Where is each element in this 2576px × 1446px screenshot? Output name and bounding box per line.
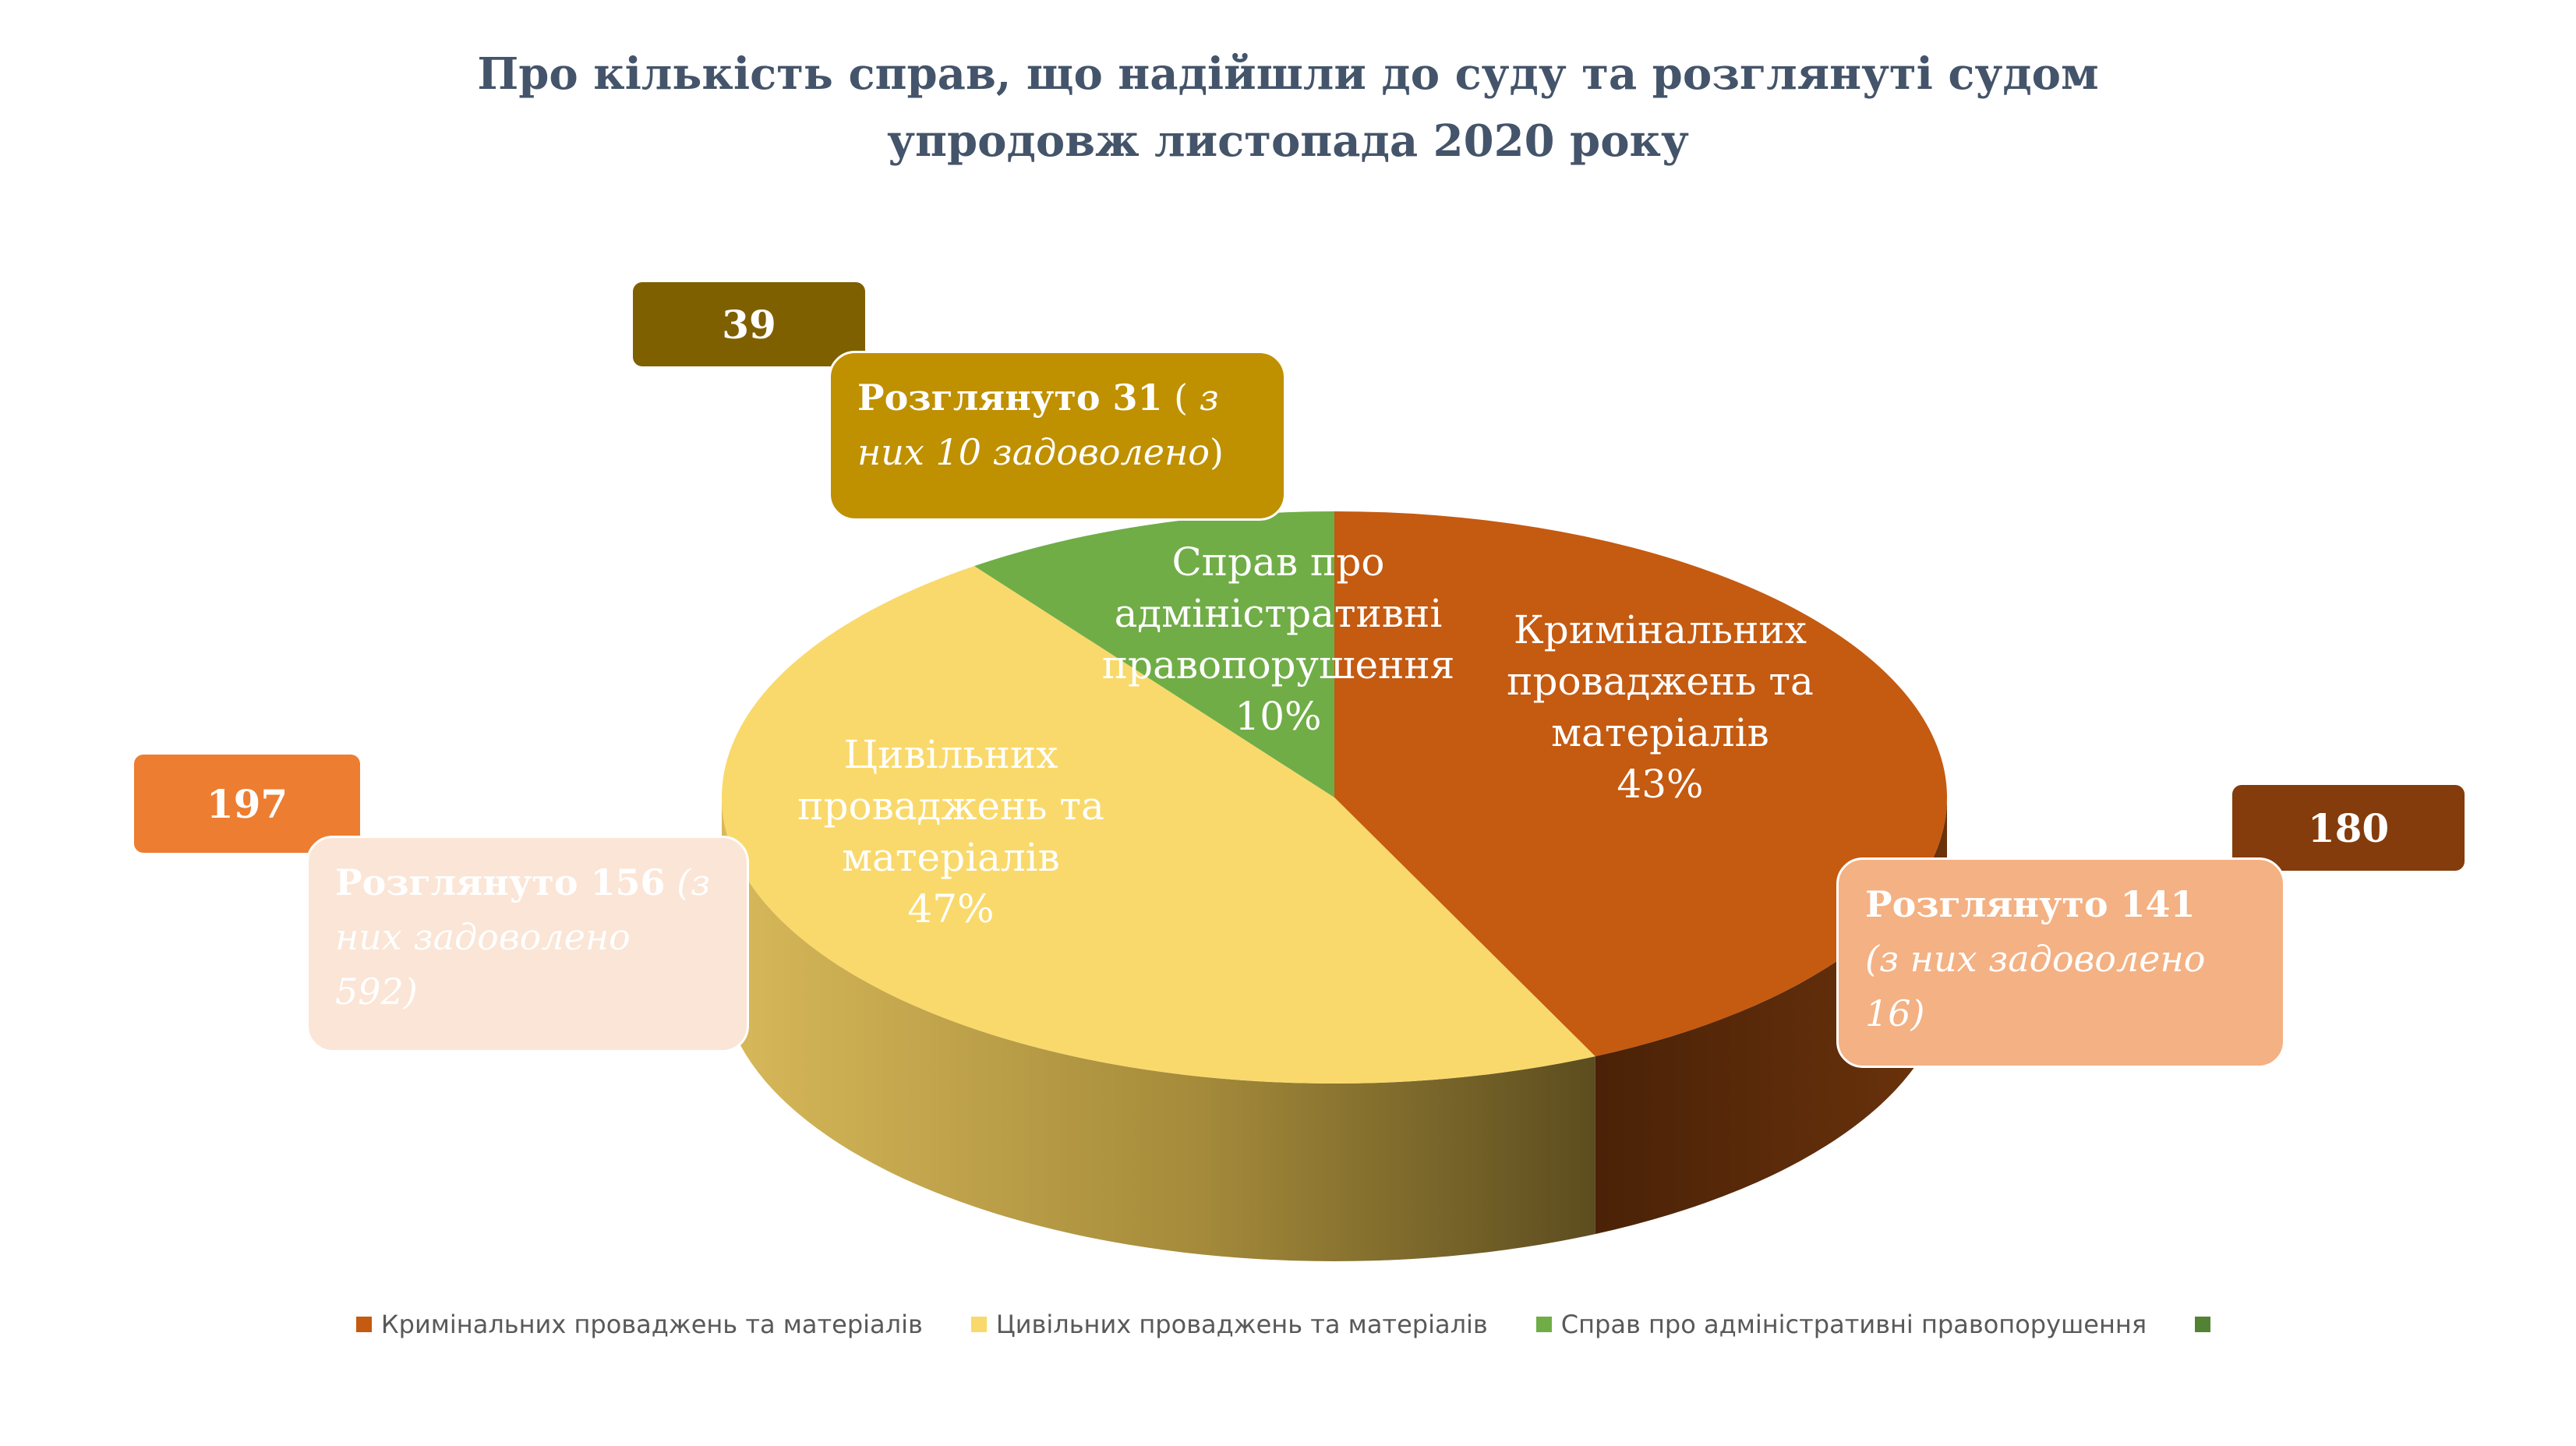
callout-admin-em: з них 10 задоволено	[857, 377, 1219, 473]
total-civil-value: 197	[206, 780, 288, 827]
slice-label-admin-pct: 10%	[1235, 694, 1322, 739]
slice-label-admin-line1: Справ про	[1171, 539, 1385, 585]
slice-label-civil: Цивільних проваджень та матеріалів 47%	[717, 729, 1185, 935]
total-criminal-value: 180	[2307, 804, 2390, 851]
callout-admin-open: (	[1162, 377, 1200, 419]
callout-admin-strong: Розглянуто 31	[857, 377, 1163, 419]
chart-title-line1: Про кількість справ, що надійшли до суду…	[477, 48, 2099, 100]
slice-label-admin-line3: правопорушення	[1101, 642, 1455, 688]
slice-label-civil-pct: 47%	[907, 886, 995, 932]
slice-criminal-side	[1595, 797, 1947, 1235]
chart-title-line2: упродовж листопада 2020 року	[887, 115, 1689, 167]
legend-item-criminal: Кримінальних проваджень та матеріалів	[355, 1310, 923, 1339]
slice-civil-side	[722, 797, 1595, 1261]
slice-label-criminal-line3: матеріалів	[1551, 710, 1769, 755]
callout-criminal-strong: Розглянуто 141	[1865, 883, 2196, 925]
chart-title: Про кількість справ, що надійшли до суду…	[0, 41, 2576, 175]
callout-admin-close: )	[1209, 431, 1224, 473]
total-admin-box: 39	[633, 282, 865, 366]
slice-label-criminal-line2: проваджень та	[1507, 659, 1814, 704]
callout-civil-strong: Розглянуто 156	[335, 861, 666, 903]
chart-legend: Кримінальних проваджень та матеріалів Ци…	[0, 1304, 2576, 1345]
slice-label-admin-line2: адміністративні	[1114, 591, 1443, 636]
legend-swatch-criminal	[355, 1317, 372, 1332]
legend-label-admin: Справ про адміністративні правопорушення	[1560, 1310, 2147, 1339]
legend-swatch-extra	[2195, 1317, 2211, 1332]
slice-criminal	[1334, 511, 1947, 1057]
legend-item-admin: Справ про адміністративні правопорушення	[1535, 1310, 2147, 1339]
slice-label-civil-line3: матеріалів	[842, 835, 1060, 880]
slice-label-criminal: Кримінальних проваджень та матеріалів 43…	[1426, 604, 1894, 810]
pie-tops	[721, 511, 1947, 1084]
pie-sides	[722, 797, 1947, 1261]
callout-criminal: Розглянуто 141 (з них задоволено 16)	[1836, 857, 2285, 1068]
callout-civil: Розглянуто 156 (з них задоволено 592)	[306, 836, 749, 1052]
total-civil-box: 197	[134, 755, 360, 853]
callout-admin: Розглянуто 31 ( з них 10 задоволено)	[829, 351, 1286, 521]
slice-civil	[721, 566, 1595, 1084]
slice-admin	[974, 511, 1334, 797]
slice-label-admin: Справ про адміністративні правопорушення…	[1044, 536, 1512, 742]
slice-label-criminal-line1: Кримінальних	[1514, 607, 1807, 652]
legend-label-criminal: Кримінальних проваджень та матеріалів	[380, 1310, 923, 1339]
total-criminal-box: 180	[2232, 785, 2465, 871]
legend-item-extra	[2195, 1317, 2220, 1332]
legend-swatch-civil	[970, 1317, 987, 1332]
legend-swatch-admin	[1535, 1317, 1552, 1332]
callout-civil-em: (з них задоволено 592)	[335, 861, 711, 1013]
slice-label-civil-line2: проваджень та	[797, 783, 1104, 829]
slice-label-civil-line1: Цивільних	[843, 732, 1058, 777]
legend-item-civil: Цивільних проваджень та матеріалів	[970, 1310, 1488, 1339]
callout-criminal-em: (з них задоволено 16)	[1865, 938, 2206, 1034]
legend-label-civil: Цивільних проваджень та матеріалів	[995, 1310, 1488, 1339]
total-admin-value: 39	[722, 301, 776, 348]
slice-label-criminal-pct: 43%	[1617, 762, 1704, 807]
